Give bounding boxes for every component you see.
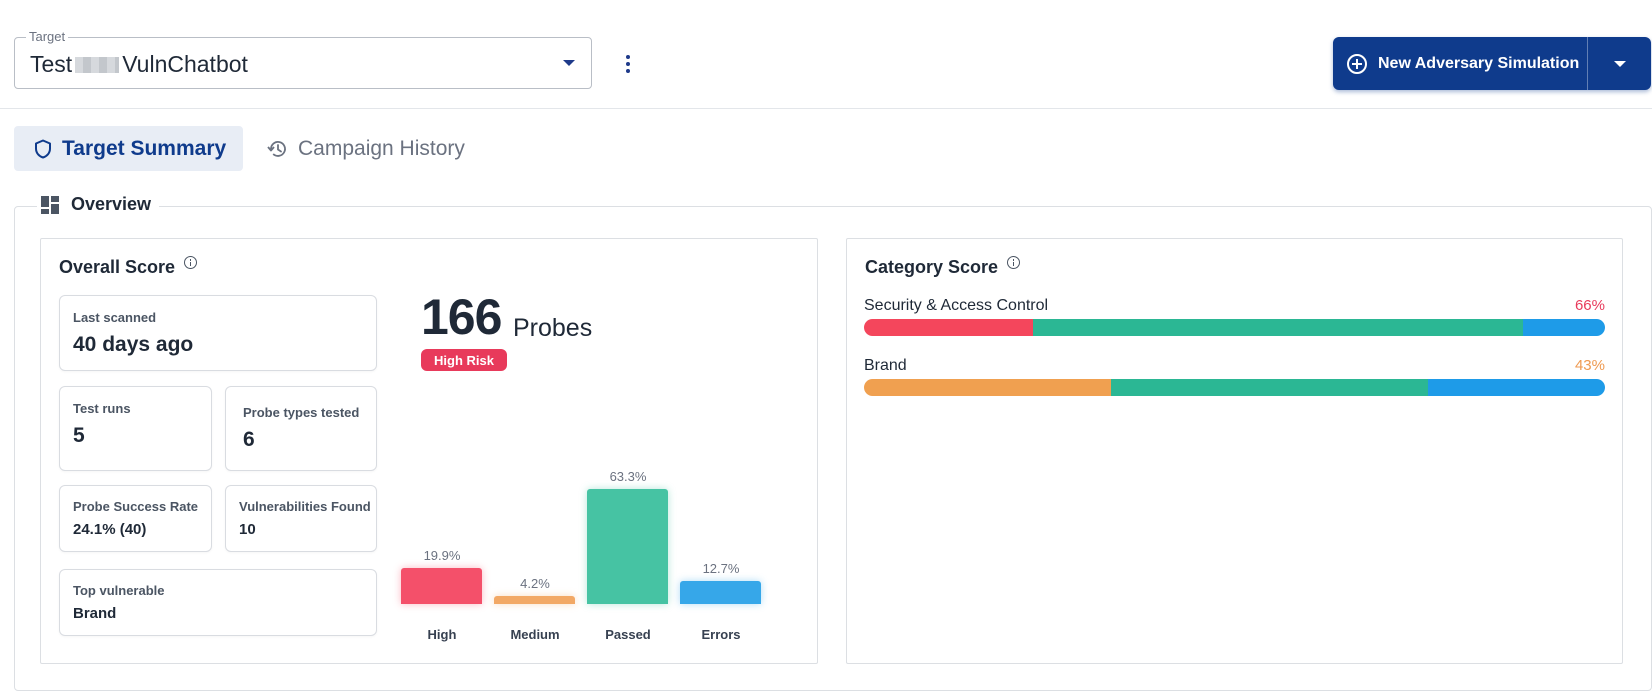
- last-scanned-card: Last scanned 40 days ago: [59, 295, 377, 371]
- vulnerabilities-card: Vulnerabilities Found 10: [225, 485, 377, 552]
- target-select[interactable]: Target Test VulnChatbot: [14, 29, 592, 89]
- bar-value-label: 63.3%: [609, 469, 647, 484]
- bar-category-label: High: [427, 627, 457, 642]
- more-options-icon[interactable]: [618, 52, 638, 76]
- card-label: Probe Success Rate: [73, 499, 199, 514]
- bar-category-label: Passed: [605, 627, 651, 642]
- bar-value-label: 12.7%: [702, 560, 740, 576]
- split-divider: [1587, 37, 1588, 90]
- category-bar-segment-passed: [1032, 319, 1523, 336]
- category-score: 66%: [1574, 297, 1605, 314]
- category-bar-security: [864, 319, 1605, 336]
- redacted-text: [75, 57, 120, 73]
- bar-value-label: 19.9%: [423, 547, 461, 563]
- bar-value-label: 4.2%: [520, 576, 550, 592]
- card-label: Probe types tested: [243, 405, 360, 420]
- category-bar-segment-errors: [1522, 319, 1605, 336]
- top-bar: Target Test VulnChatbot New Adversary Sim…: [0, 0, 1652, 109]
- probe-types-value: 6: [243, 428, 255, 451]
- new-simulation-label: New Adversary Simulation: [1378, 54, 1580, 72]
- category-bar-brand: [864, 379, 1605, 396]
- category-score-title: Category Score: [865, 256, 1021, 278]
- bar-category-label: Errors: [701, 627, 741, 642]
- target-value-suffix: VulnChatbot: [122, 51, 248, 77]
- category-score: 43%: [1574, 357, 1605, 374]
- overall-score-heading: Overall Score: [59, 257, 176, 277]
- success-rate-card: Probe Success Rate 24.1% (40): [59, 485, 212, 552]
- test-runs-card: Test runs 5: [59, 386, 212, 471]
- target-value-prefix: Test: [30, 51, 73, 77]
- category-score-panel: Category Score Security & Access Control…: [846, 238, 1623, 664]
- overview-header: Overview: [37, 194, 160, 215]
- overall-score-title: Overall Score: [59, 256, 198, 278]
- new-simulation-button[interactable]: New Adversary Simulation: [1333, 37, 1587, 90]
- category-bar-segment-passed: [1110, 379, 1428, 396]
- category-bar-segment-medium: [864, 379, 1111, 396]
- last-scanned-value: 40 days ago: [73, 333, 194, 356]
- probes-count: 166: [421, 289, 502, 345]
- bar-errors: [680, 580, 761, 604]
- vulnerabilities-value: 10: [239, 521, 256, 538]
- tab-label: Target Summary: [62, 136, 227, 160]
- category-bar-segment-high: [864, 319, 1033, 336]
- category-score-heading: Category Score: [865, 257, 999, 277]
- card-label: Last scanned: [73, 310, 157, 325]
- card-label: Test runs: [73, 401, 131, 416]
- target-label: Target: [26, 29, 69, 45]
- category-name: Brand: [864, 357, 907, 374]
- dashboard-icon: [41, 195, 59, 214]
- shield-icon: [35, 139, 51, 158]
- test-runs-value: 5: [73, 424, 85, 447]
- tab-label: Campaign History: [298, 136, 465, 160]
- overview-title: Overview: [71, 194, 152, 214]
- bar-passed: [587, 489, 668, 604]
- bar-category-label: Medium: [510, 627, 560, 642]
- risk-badge: High Risk: [421, 349, 507, 371]
- info-icon[interactable]: [1007, 256, 1021, 269]
- overall-score-panel: Overall Score Last scanned 40 days ago T…: [40, 238, 818, 664]
- chevron-down-icon[interactable]: [563, 60, 575, 66]
- card-label: Vulnerabilities Found: [239, 499, 371, 514]
- probes-label: Probes: [513, 314, 593, 342]
- new-simulation-dropdown[interactable]: [1588, 37, 1651, 90]
- history-icon: [267, 140, 286, 157]
- tab-target-summary[interactable]: Target Summary: [14, 126, 243, 171]
- category-bar-segment-errors: [1427, 379, 1605, 396]
- new-simulation-split-button: New Adversary Simulation: [1333, 37, 1651, 90]
- probe-types-card: Probe types tested 6: [225, 386, 377, 471]
- chevron-down-icon: [1613, 60, 1626, 67]
- bar-medium: [494, 596, 575, 604]
- category-name: Security & Access Control: [864, 297, 1049, 314]
- info-icon[interactable]: [184, 256, 198, 269]
- bar-high: [401, 567, 482, 604]
- add-circle-icon: [1347, 53, 1367, 74]
- success-rate-value: 24.1% (40): [73, 521, 147, 538]
- target-value: Test VulnChatbot: [30, 50, 248, 78]
- tab-campaign-history[interactable]: Campaign History: [262, 126, 465, 171]
- top-vulnerable-value: Brand: [73, 605, 117, 622]
- top-vulnerable-card: Top vulnerable Brand: [59, 569, 377, 636]
- card-label: Top vulnerable: [73, 583, 165, 598]
